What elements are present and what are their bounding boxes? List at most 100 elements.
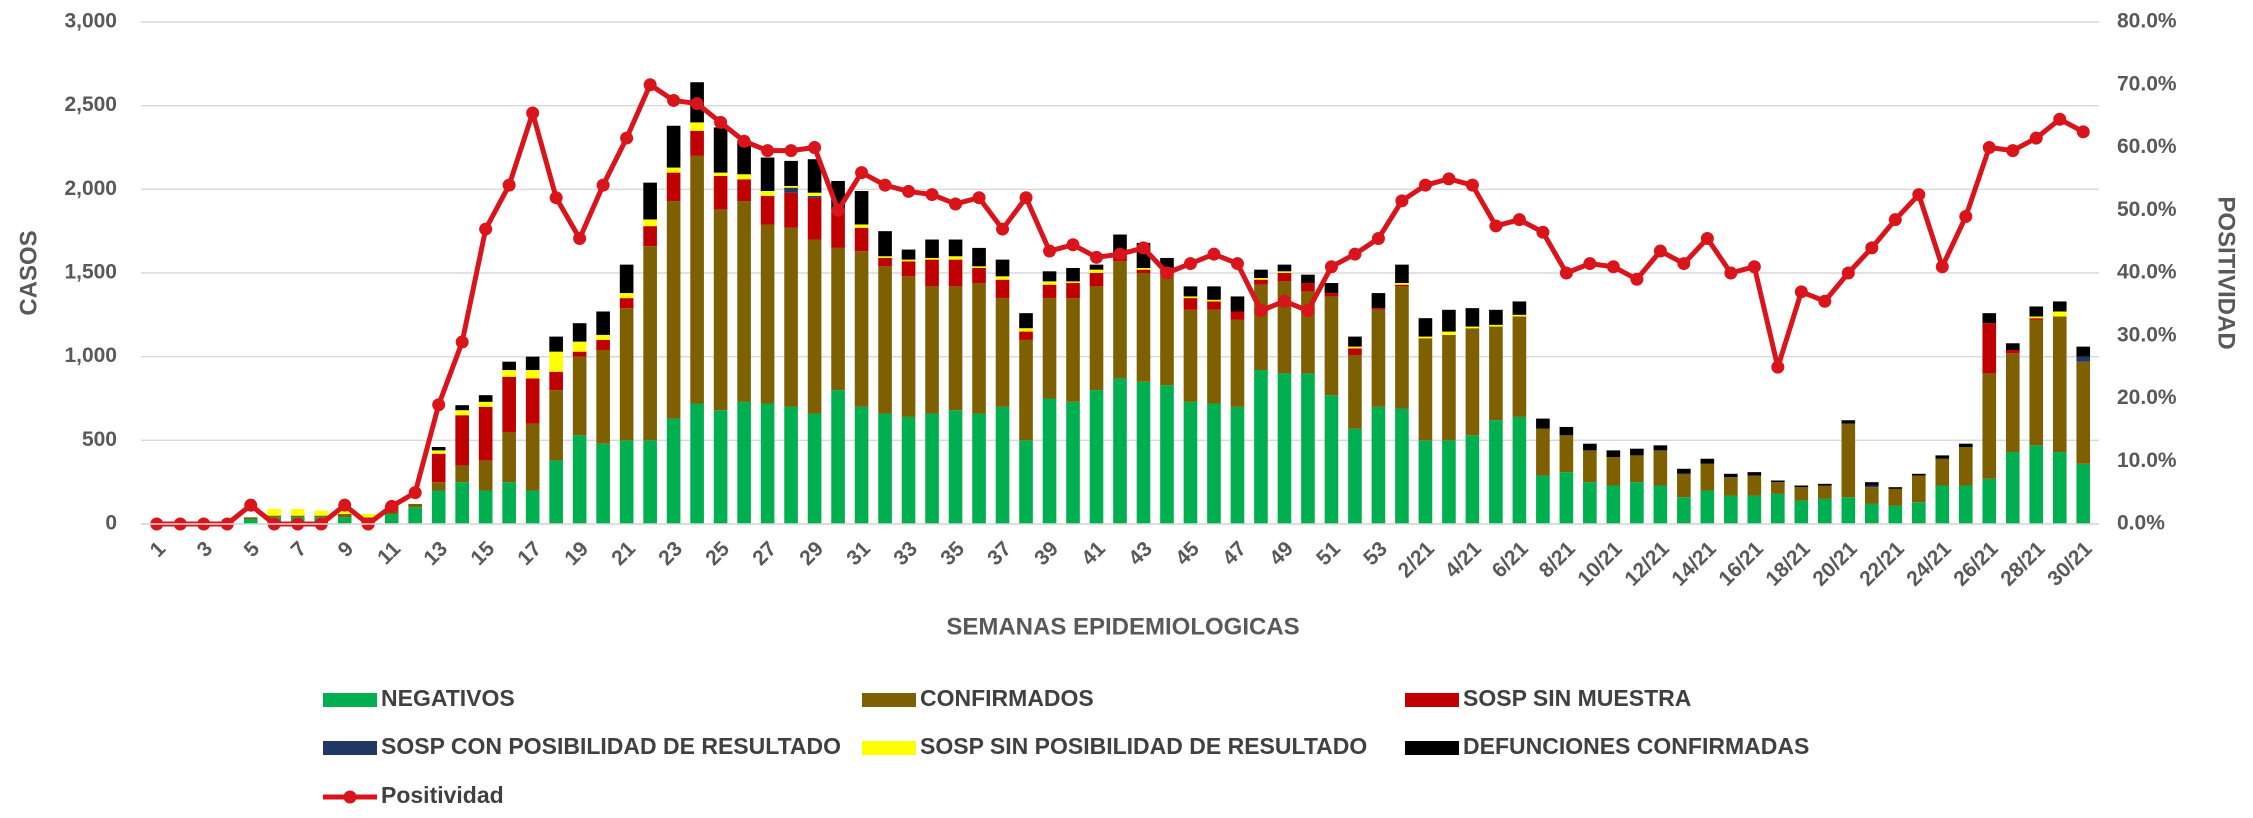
- bar-segment: [995, 259, 1010, 277]
- bar-segment: [901, 416, 916, 524]
- positivity-marker: [455, 335, 469, 349]
- x-tick-label: 25: [701, 537, 734, 570]
- bar-segment: [995, 406, 1010, 524]
- positivity-marker: [1747, 260, 1761, 274]
- bar-segment: [2052, 452, 2067, 524]
- bar-segment: [760, 196, 775, 225]
- y2-tick-label: 40.0%: [2117, 261, 2177, 284]
- bar-segment: [2029, 318, 2044, 320]
- bar-segment: [1982, 323, 1997, 374]
- legend-swatch: [1405, 693, 1459, 707]
- bar-segment: [1512, 314, 1527, 317]
- bar-segment: [549, 390, 563, 461]
- bar-segment: [760, 157, 775, 192]
- bar-segment: [1536, 428, 1550, 476]
- bar-segment: [1864, 503, 1879, 524]
- x-tick-label: 2/21: [1394, 537, 1439, 582]
- bar-segment: [972, 413, 986, 524]
- positivity-marker: [1630, 272, 1644, 286]
- bar-segment: [1395, 283, 1409, 285]
- bar-segment: [1019, 313, 1033, 329]
- legend-swatch: [862, 741, 916, 755]
- bar-segment: [643, 440, 657, 524]
- positivity-marker: [972, 191, 986, 205]
- x-tick-label: 53: [1359, 537, 1392, 570]
- bar-segment: [1841, 497, 1856, 524]
- bar-segment: [1230, 319, 1245, 407]
- bar-segment: [1583, 443, 1597, 451]
- bar-segment: [1042, 398, 1057, 524]
- bar-segment: [854, 227, 869, 252]
- positivity-marker: [2006, 144, 2020, 158]
- positivity-marker: [1559, 266, 1573, 280]
- bar-segment: [1559, 472, 1574, 524]
- y-tick-label: 1,000: [64, 344, 117, 367]
- positivity-marker: [620, 131, 634, 145]
- bar-segment: [1841, 420, 1856, 424]
- bar-segment: [337, 510, 352, 514]
- bar-segment: [2076, 361, 2091, 464]
- bar-segment: [1230, 296, 1245, 312]
- bar-segment: [1747, 472, 1762, 476]
- positivity-marker: [1230, 257, 1244, 271]
- bar-segment: [831, 209, 845, 248]
- y-tick-label: 1,500: [64, 261, 117, 284]
- bar-segment: [1301, 283, 1315, 292]
- y2-axis-title: POSITIVIDAD: [2213, 196, 2240, 349]
- bar-segment: [2005, 353, 2020, 453]
- bar-segment: [666, 172, 681, 202]
- y2-tick-label: 30.0%: [2117, 323, 2177, 346]
- bar-segment: [1207, 403, 1221, 524]
- bar-segment: [1982, 373, 1997, 479]
- positivity-marker: [1818, 294, 1832, 308]
- bar-segment: [1512, 416, 1527, 524]
- bar-segment: [1724, 477, 1738, 496]
- bar-segment: [1982, 313, 1997, 324]
- positivity-marker: [1090, 250, 1104, 264]
- bar-segment: [1442, 440, 1456, 524]
- bar-segment: [408, 503, 422, 508]
- bar-segment: [1888, 488, 1903, 506]
- bar-segment: [1254, 370, 1268, 524]
- x-tick-label: 39: [1030, 537, 1063, 570]
- legend-label: DEFUNCIONES CONFIRMADAS: [1463, 733, 1809, 759]
- bar-segment: [972, 266, 986, 268]
- bar-segment: [807, 413, 822, 524]
- bar-segment: [1301, 373, 1315, 524]
- bar-segment: [1019, 339, 1033, 441]
- bar-segment: [1958, 443, 1973, 448]
- bar-segment: [1183, 298, 1198, 310]
- bar-segment: [525, 356, 540, 371]
- bar-segment: [290, 515, 305, 518]
- legend-swatch: [343, 790, 357, 804]
- bar-segment: [1630, 448, 1644, 456]
- positivity-marker: [1724, 266, 1738, 280]
- bar-segment: [1536, 475, 1550, 524]
- bar-segment: [948, 410, 963, 524]
- x-tick-label: 21: [607, 537, 640, 570]
- bar-segment: [2052, 301, 2067, 312]
- positivity-marker: [1700, 231, 1714, 245]
- x-tick-label: 30/21: [2043, 537, 2097, 591]
- bar-segment: [1042, 271, 1057, 282]
- bar-segment: [690, 155, 704, 404]
- bar-segment: [572, 351, 587, 357]
- bar-segment: [1489, 324, 1503, 327]
- x-tick-label: 14/21: [1667, 537, 1721, 591]
- bar-segment: [1489, 326, 1503, 421]
- positivity-marker: [2029, 131, 2043, 145]
- bar-segment: [1113, 234, 1127, 253]
- bar-segment: [1747, 495, 1762, 524]
- bar-segment: [643, 246, 657, 441]
- bar-segment: [1771, 482, 1785, 494]
- positivity-marker: [502, 178, 516, 192]
- positivity-marker: [1536, 225, 1550, 239]
- bar-segment: [1653, 445, 1668, 451]
- bar-segment: [2029, 319, 2044, 446]
- y-tick-label: 2,000: [64, 177, 117, 200]
- bar-segment: [1677, 497, 1691, 524]
- bar-segment: [1324, 293, 1339, 297]
- bar-segment: [737, 174, 751, 180]
- bar-segment: [784, 192, 798, 228]
- x-tick-label: 29: [795, 537, 828, 570]
